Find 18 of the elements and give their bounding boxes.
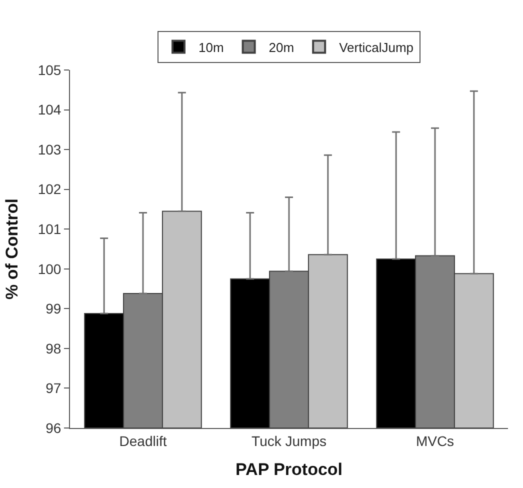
legend-label: 20m [268,40,294,55]
y-tick-label: 98 [46,340,62,356]
y-tick-label: 100 [38,260,62,277]
y-tick-label: 103 [38,141,62,158]
y-tick-label: 104 [38,102,62,118]
y-tick-label: 97 [46,380,62,396]
y-tick-label: 99 [46,300,62,317]
y-tick-label: 102 [38,181,62,198]
x-tick-label: Tuck Jumps [252,432,326,449]
x-tick-label: MVCs [416,432,454,449]
y-tick-label: 101 [38,221,62,238]
legend-label: VerticalJump [339,40,414,55]
legend-label: 10m [198,40,224,55]
y-tick-label: 96 [46,420,62,436]
y-tick-label: 105 [38,62,62,78]
x-axis-title: PAP Protocol [235,460,343,480]
y-axis-title: % of Control [2,198,22,300]
x-tick-label: Deadlift [119,432,167,449]
